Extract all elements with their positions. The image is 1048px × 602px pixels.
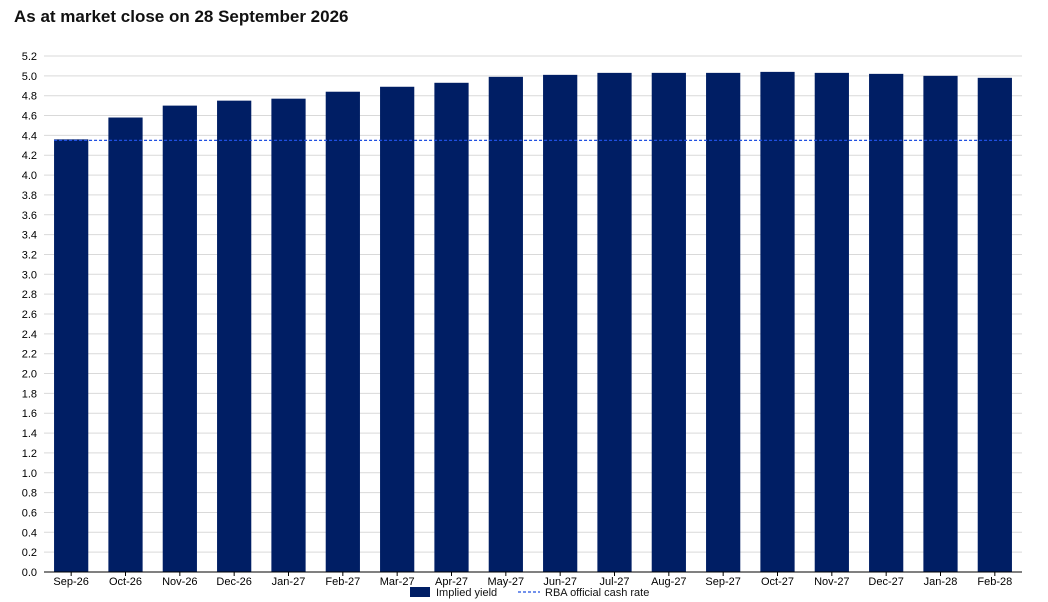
x-tick-label: Apr-27 bbox=[435, 576, 468, 588]
bar-May-27 bbox=[488, 76, 523, 572]
y-tick-label: 4.8 bbox=[22, 91, 37, 103]
legend-swatch-implied-yield bbox=[410, 587, 430, 597]
bar-Jun-27 bbox=[543, 74, 578, 572]
y-tick-label: 2.2 bbox=[22, 349, 37, 361]
x-tick-label: Nov-27 bbox=[814, 576, 849, 588]
bar-Feb-28 bbox=[977, 77, 1012, 572]
x-tick-label: Dec-26 bbox=[216, 576, 251, 588]
x-tick-label: May-27 bbox=[487, 576, 524, 588]
legend: Implied yield RBA official cash rate bbox=[410, 587, 649, 599]
y-tick-label: 4.6 bbox=[22, 111, 37, 123]
y-tick-label: 1.0 bbox=[22, 468, 37, 480]
legend-label-cash-rate: RBA official cash rate bbox=[545, 587, 649, 599]
y-tick-label: 2.4 bbox=[22, 329, 37, 341]
axes bbox=[44, 571, 1022, 576]
y-tick-label: 4.0 bbox=[22, 170, 37, 182]
bar-Oct-27 bbox=[760, 71, 795, 572]
x-tick-label: Nov-26 bbox=[162, 576, 197, 588]
y-tick-label: 2.8 bbox=[22, 289, 37, 301]
bar-Dec-27 bbox=[869, 73, 904, 572]
y-tick-label: 3.8 bbox=[22, 190, 37, 202]
y-tick-label: 3.4 bbox=[22, 230, 37, 242]
bar-Dec-26 bbox=[217, 100, 252, 573]
y-tick-label: 1.8 bbox=[22, 388, 37, 400]
x-tick-label: Aug-27 bbox=[651, 576, 686, 588]
y-tick-label: 3.6 bbox=[22, 210, 37, 222]
bar-Nov-27 bbox=[814, 72, 849, 572]
gridlines bbox=[44, 55, 1022, 553]
x-tick-label: Mar-27 bbox=[380, 576, 415, 588]
x-tick-label: Oct-27 bbox=[761, 576, 794, 588]
y-tick-label: 3.0 bbox=[22, 269, 37, 281]
x-tick-label: Jul-27 bbox=[600, 576, 630, 588]
x-tick-label: Feb-27 bbox=[325, 576, 360, 588]
y-tick-label: 0.0 bbox=[22, 567, 37, 579]
x-tick-label: Jan-27 bbox=[272, 576, 306, 588]
x-tick-label: Oct-26 bbox=[109, 576, 142, 588]
y-tick-label: 2.0 bbox=[22, 369, 37, 381]
bar-Jan-28 bbox=[923, 75, 958, 572]
bar-Sep-26 bbox=[54, 139, 89, 572]
x-tick-label: Jun-27 bbox=[543, 576, 577, 588]
y-tick-label: 5.2 bbox=[22, 51, 37, 63]
x-tick-label: Sep-26 bbox=[53, 576, 88, 588]
bars bbox=[54, 71, 1012, 573]
y-tick-label: 0.6 bbox=[22, 507, 37, 519]
bar-Aug-27 bbox=[651, 72, 686, 572]
y-tick-label: 0.4 bbox=[22, 527, 37, 539]
bar-Jan-27 bbox=[271, 98, 306, 573]
y-tick-label: 3.2 bbox=[22, 249, 37, 261]
x-tick-label: Sep-27 bbox=[705, 576, 740, 588]
y-axis-ticks: 0.0 0.2 0.4 0.6 0.8 1.0 1.2 1.4 1.6 1.8 2.0 2.2 2.4 2… bbox=[22, 51, 37, 579]
y-tick-label: 1.4 bbox=[22, 428, 37, 440]
x-axis-ticks: Sep-26 Oct-26 Nov-26 Dec-26 Jan-27 Feb-27 Mar-… bbox=[53, 576, 1012, 588]
y-tick-label: 5.0 bbox=[22, 71, 37, 83]
y-tick-label: 2.6 bbox=[22, 309, 37, 321]
bar-Nov-26 bbox=[162, 105, 197, 572]
y-tick-label: 1.2 bbox=[22, 448, 37, 460]
bar-Jul-27 bbox=[597, 72, 632, 572]
x-tick-label: Feb-28 bbox=[977, 576, 1012, 588]
y-tick-label: 4.4 bbox=[22, 130, 37, 142]
y-tick-label: 1.6 bbox=[22, 408, 37, 420]
bar-Mar-27 bbox=[380, 86, 415, 572]
y-tick-label: 4.2 bbox=[22, 150, 37, 162]
legend-label-implied-yield: Implied yield bbox=[436, 587, 497, 599]
y-tick-label: 0.8 bbox=[22, 488, 37, 500]
bar-Apr-27 bbox=[434, 82, 469, 573]
chart-title: As at market close on 28 September 2026 bbox=[14, 7, 349, 26]
x-tick-label: Jan-28 bbox=[924, 576, 958, 588]
bar-Sep-27 bbox=[706, 72, 741, 572]
x-tick-label: Dec-27 bbox=[868, 576, 903, 588]
bar-Oct-26 bbox=[108, 117, 143, 573]
bar-Feb-27 bbox=[325, 91, 360, 572]
y-tick-label: 0.2 bbox=[22, 547, 37, 559]
